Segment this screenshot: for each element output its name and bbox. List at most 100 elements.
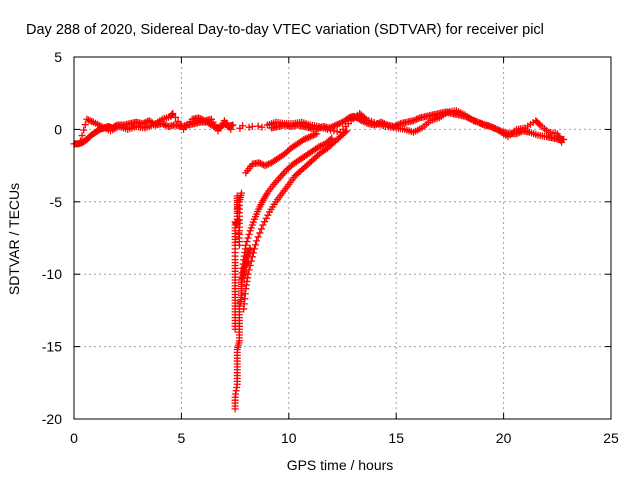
- data-point-interp: [247, 257, 255, 265]
- data-point-interp: [171, 113, 179, 121]
- data-point-interp: [81, 121, 89, 129]
- data-point-interp: [335, 120, 343, 128]
- series-main-track-secondary: [76, 107, 566, 146]
- data-point-interp: [196, 115, 204, 123]
- data-point-interp: [301, 135, 309, 143]
- data-point-interp: [245, 123, 253, 131]
- data-point-interp: [329, 123, 337, 131]
- data-point-interp: [257, 225, 265, 233]
- data-point-interp: [246, 262, 254, 270]
- data-point: [323, 125, 331, 133]
- data-point-interp: [311, 130, 319, 138]
- data-point: [169, 109, 177, 117]
- data-point-interp: [161, 121, 169, 129]
- data-point-interp: [333, 128, 341, 136]
- data-point: [253, 237, 261, 245]
- x-tick-label: 5: [178, 430, 186, 446]
- data-point-interp: [174, 117, 182, 125]
- data-point: [313, 130, 321, 138]
- plot-border: [73, 56, 612, 420]
- data-point: [259, 221, 267, 229]
- data-point-interp: [334, 120, 342, 128]
- data-point-interp: [243, 238, 251, 246]
- x-tick-label: 10: [281, 430, 297, 446]
- data-point-interp: [254, 233, 262, 241]
- data-point-interp: [250, 245, 258, 253]
- data-point-interp: [414, 115, 422, 123]
- data-point-interp: [245, 230, 253, 238]
- data-point: [233, 192, 241, 200]
- y-tick-label: 0: [54, 121, 62, 137]
- series-recovery-lower: [240, 127, 351, 313]
- data-point-interp: [310, 131, 318, 139]
- data-point-interp: [330, 127, 338, 135]
- y-axis-label: SDTVAR / TECUs: [6, 183, 22, 295]
- data-point-interp: [88, 117, 96, 125]
- data-point-interp: [411, 116, 419, 124]
- data-point-interp: [258, 123, 266, 131]
- data-point-interp: [318, 141, 326, 149]
- data-point: [255, 159, 263, 167]
- data-point: [306, 133, 314, 141]
- x-axis-label: GPS time / hours: [287, 457, 394, 473]
- series-dip-deep-spike: [231, 244, 254, 413]
- data-point-interp: [327, 126, 335, 134]
- x-tick-label: 20: [496, 430, 512, 446]
- data-point: [248, 253, 256, 261]
- y-axis: 5 0 -5 -10 -15 -20: [42, 49, 611, 427]
- data-point: [409, 117, 417, 125]
- data-point-interp: [252, 241, 260, 249]
- data-point-interp: [316, 142, 324, 150]
- data-point: [261, 162, 269, 170]
- y-tick-label: -10: [42, 266, 62, 282]
- series-recovery-upper: [242, 130, 321, 177]
- data-point: [227, 125, 235, 133]
- data-point: [246, 244, 254, 252]
- y-tick-label: -5: [50, 194, 63, 210]
- x-tick-label: 25: [603, 430, 619, 446]
- data-point-interp: [413, 115, 421, 123]
- data-point-interp: [303, 134, 311, 142]
- data-point-interp: [258, 160, 266, 168]
- data-point-interp: [256, 159, 264, 167]
- data-point-interp: [305, 133, 313, 141]
- data-points: [70, 107, 568, 413]
- data-point: [244, 270, 252, 278]
- data-point: [238, 189, 246, 197]
- series-dip-left-vertical: [231, 189, 246, 333]
- data-point-interp: [263, 161, 271, 169]
- data-point-interp: [264, 160, 272, 168]
- data-point-interp: [249, 249, 257, 257]
- data-point-interp: [264, 211, 272, 219]
- x-tick-label: 0: [70, 430, 78, 446]
- data-point-interp: [86, 117, 94, 125]
- data-point: [343, 127, 351, 135]
- data-point: [195, 114, 203, 122]
- data-point-interp: [361, 114, 369, 122]
- data-point: [558, 138, 566, 146]
- data-point-interp: [256, 229, 264, 237]
- data-point: [242, 241, 250, 249]
- data-point: [332, 121, 340, 129]
- data-point-interp: [198, 115, 206, 123]
- data-point-interp: [80, 126, 88, 134]
- data-point: [83, 115, 91, 123]
- data-point-interp: [262, 214, 270, 222]
- y-tick-label: 5: [54, 49, 62, 65]
- data-point-interp: [244, 234, 252, 242]
- data-point: [315, 143, 323, 151]
- data-point-interp: [308, 132, 316, 140]
- data-point-interp: [245, 266, 253, 274]
- data-point-interp: [236, 124, 244, 132]
- x-axis: 0 5 10 15 20 25: [70, 57, 619, 446]
- plot-frame: [73, 56, 612, 420]
- data-point-interp: [84, 116, 92, 124]
- data-point-interp: [341, 128, 349, 136]
- x-tick-label: 15: [388, 430, 404, 446]
- chart-title: Day 288 of 2020, Sidereal Day-to-day VTE…: [26, 22, 544, 38]
- y-tick-label: -20: [42, 411, 62, 427]
- data-point-interp: [177, 121, 185, 129]
- data-point-interp: [248, 123, 256, 131]
